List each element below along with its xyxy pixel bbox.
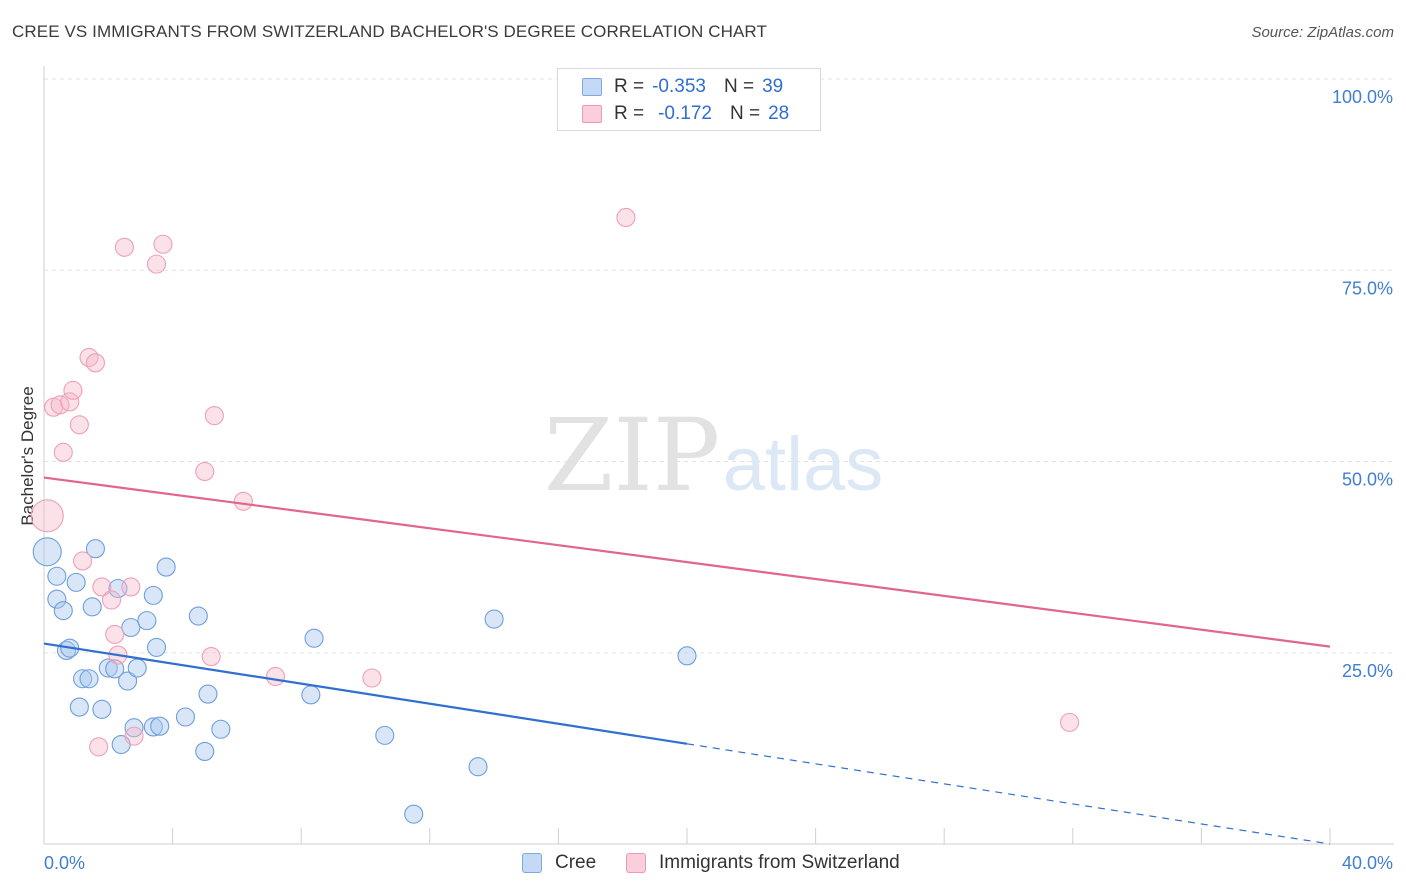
cree-point (98, 658, 118, 678)
chart-title: CREE VS IMMIGRANTS FROM SWITZERLAND BACH… (12, 22, 767, 41)
cree-point (47, 589, 67, 609)
swiss-point (124, 726, 144, 746)
cree-point (211, 719, 231, 739)
cree-trend-extension (686, 743, 1331, 845)
r-value: -0.353 (652, 76, 706, 97)
swiss-point (616, 207, 636, 228)
swiss-point (146, 254, 167, 274)
cree-swatch (582, 78, 602, 96)
n-value: 39 (762, 76, 784, 97)
legend-row-cree: R = -0.353 N = 39 (582, 75, 783, 99)
y-tick-label: 50.0% (1342, 470, 1393, 490)
x-tick-label: 0.0% (44, 853, 85, 873)
swiss-point (204, 406, 224, 426)
legend-item-cree[interactable]: Cree (522, 852, 596, 874)
cree-point (175, 707, 196, 727)
cree-point (85, 539, 105, 559)
watermark-zip: ZIP (544, 397, 720, 514)
y-tick-label: 75.0% (1342, 278, 1393, 298)
swiss-point (265, 666, 286, 687)
cree-point (143, 585, 163, 605)
swiss-point (105, 624, 125, 644)
swiss-point (153, 234, 173, 254)
swiss-point (195, 461, 215, 481)
watermark: ZIP atlas (544, 397, 883, 514)
cree-point (121, 617, 141, 638)
n-value: 28 (768, 103, 790, 124)
cree-point (66, 572, 86, 592)
correlation-legend: R = -0.353 N = 39 R = -0.172 N = 28 (557, 68, 821, 131)
series-legend: Cree Immigrants from Switzerland (0, 852, 1406, 878)
cree-point (188, 606, 208, 626)
legend-row-swiss: R = -0.172 N = 28 (582, 102, 789, 126)
cree-point (677, 646, 697, 666)
cree-point (146, 637, 167, 657)
cree-point (404, 804, 424, 824)
cree-point (143, 717, 163, 737)
swiss-point (60, 392, 80, 412)
cree-point (195, 741, 215, 761)
swiss-point (201, 647, 221, 667)
cree-point (375, 725, 395, 745)
swiss-legend-swatch (626, 853, 646, 873)
cree-point (156, 557, 176, 577)
swiss-point (233, 491, 253, 511)
swiss-point (362, 668, 382, 688)
cree-point (127, 658, 147, 678)
swiss-point (101, 590, 122, 610)
swiss-point (53, 442, 73, 462)
cree-point (69, 697, 89, 717)
cree-point (118, 671, 138, 691)
x-tick-label: 40.0% (1342, 853, 1393, 873)
n-label: N = (723, 76, 755, 97)
tick-labels: 100.0% 75.0% 50.0% 25.0% 0.0% 40.0% (44, 87, 1393, 873)
swiss-point (69, 415, 89, 435)
legend-label-swiss: Immigrants from Switzerland (659, 852, 900, 873)
cree-trend-line (43, 642, 688, 745)
swiss-point (121, 577, 141, 597)
cree-points (32, 537, 697, 824)
cree-point (32, 537, 62, 567)
cree-point (198, 684, 218, 704)
cree-point (484, 609, 504, 629)
n-label: N = (729, 103, 761, 124)
cree-point (124, 718, 144, 738)
swiss-trend-line (43, 476, 1331, 648)
legend-item-swiss[interactable]: Immigrants from Switzerland (626, 852, 900, 874)
swiss-point (30, 499, 64, 533)
source-label: Source: ZipAtlas.com (1251, 24, 1394, 41)
swiss-points (30, 207, 1080, 757)
swiss-point (114, 237, 134, 257)
cree-point (137, 611, 157, 631)
y-tick-label: 100.0% (1332, 87, 1393, 107)
cree-point (92, 699, 112, 719)
swiss-point (73, 551, 93, 571)
cree-point (468, 757, 488, 777)
cree-point (301, 685, 321, 705)
cree-point (79, 669, 99, 689)
cree-point (73, 669, 93, 689)
swiss-point (63, 380, 83, 400)
swiss-point (85, 353, 105, 373)
swiss-point (1060, 712, 1080, 732)
r-label: R = (614, 76, 645, 97)
cree-point (53, 601, 73, 621)
legend-label-cree: Cree (555, 852, 597, 873)
trend-lines (43, 476, 1331, 845)
cree-point (82, 597, 102, 617)
swiss-point (89, 737, 109, 757)
r-value: -0.172 (658, 103, 712, 124)
axes (43, 66, 1394, 845)
watermark-atlas: atlas (723, 422, 884, 507)
cree-legend-swatch (522, 853, 542, 873)
cree-point (150, 716, 170, 736)
swiss-point (79, 347, 99, 368)
cree-point (304, 628, 324, 648)
swiss-point (92, 577, 112, 597)
cree-point (47, 566, 67, 586)
swiss-swatch (582, 105, 602, 123)
y-tick-label: 25.0% (1342, 661, 1393, 681)
r-label: R = (614, 103, 645, 124)
